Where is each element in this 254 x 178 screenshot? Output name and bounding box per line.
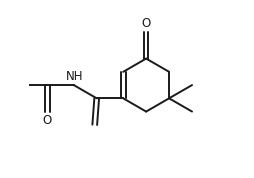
- Text: NH: NH: [66, 70, 83, 83]
- Text: O: O: [141, 17, 150, 30]
- Text: O: O: [42, 114, 52, 127]
